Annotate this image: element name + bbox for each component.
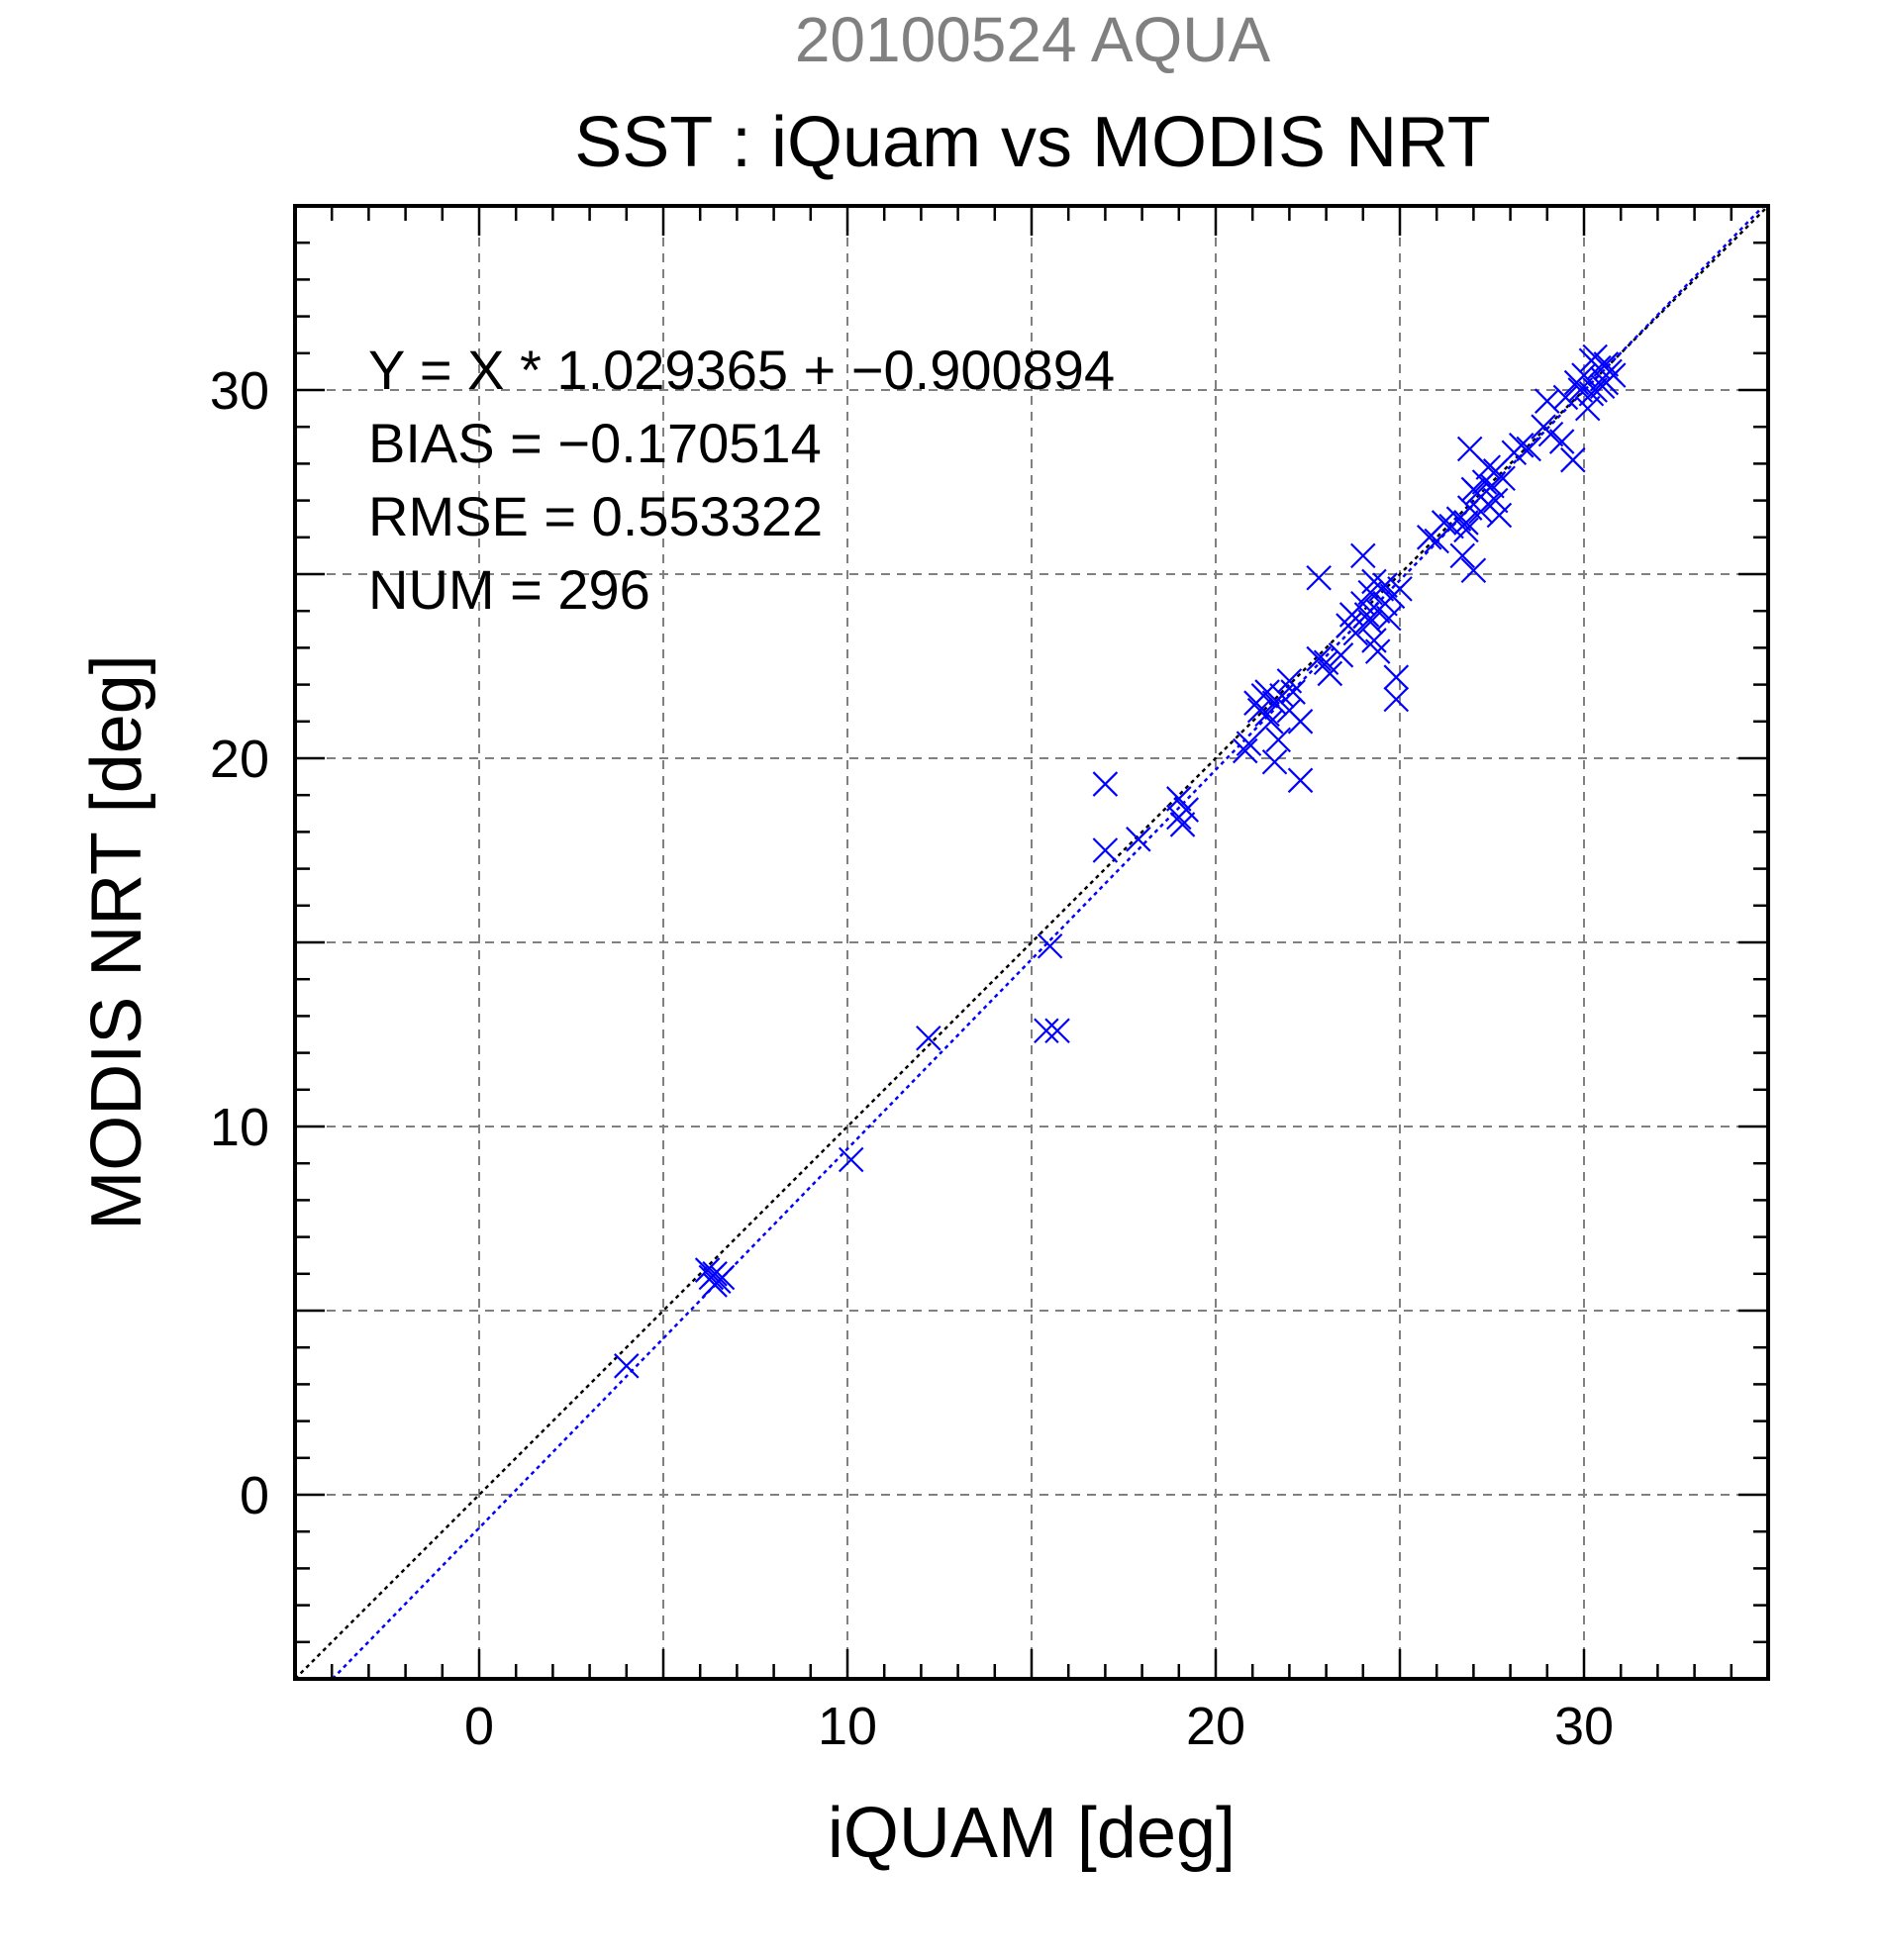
chart-title: SST : iQuam vs MODIS NRT xyxy=(574,103,1491,182)
data-point xyxy=(1582,343,1608,370)
data-point xyxy=(1449,542,1476,569)
data-point xyxy=(1552,384,1579,411)
data-point xyxy=(1261,748,1288,775)
data-point xyxy=(702,1272,728,1298)
data-point xyxy=(1169,812,1196,837)
y-tick-label: 20 xyxy=(210,730,269,789)
data-point xyxy=(916,1025,941,1051)
grid-lines xyxy=(295,206,1768,1679)
data-point xyxy=(1548,429,1575,454)
data-point xyxy=(1254,701,1280,728)
data-point xyxy=(1328,642,1354,668)
data-point xyxy=(838,1146,864,1173)
data-point xyxy=(1475,454,1502,480)
data-point xyxy=(614,1353,640,1379)
data-point xyxy=(1490,465,1516,492)
identity-line xyxy=(294,205,1769,1680)
data-point xyxy=(1567,377,1594,403)
x-tick-label: 0 xyxy=(464,1697,494,1756)
data-point xyxy=(1254,679,1280,705)
num-text: NUM = 296 xyxy=(368,558,650,621)
data-point xyxy=(1537,421,1564,447)
tick-labels: 0 10 20 30 0 10 20 30 xyxy=(210,361,1614,1756)
rmse-text: RMSE = 0.553322 xyxy=(368,485,823,547)
plot-frame xyxy=(293,204,1770,1681)
data-point xyxy=(1482,487,1509,514)
data-point xyxy=(1486,502,1513,529)
data-point xyxy=(1092,771,1119,797)
bias-text: BIAS = −0.170514 xyxy=(368,412,822,474)
data-point xyxy=(702,1261,728,1287)
y-tick-label: 10 xyxy=(210,1098,269,1157)
data-point xyxy=(1037,932,1063,959)
data-point xyxy=(1387,576,1413,602)
data-point xyxy=(1453,510,1479,536)
data-point xyxy=(1166,804,1192,831)
data-point xyxy=(1383,664,1410,690)
data-point xyxy=(1287,709,1314,735)
data-point xyxy=(1431,510,1457,536)
data-point xyxy=(1044,1018,1070,1044)
data-point xyxy=(1516,436,1541,462)
data-points xyxy=(614,343,1627,1379)
data-point xyxy=(694,1257,721,1283)
data-point xyxy=(1574,395,1601,422)
data-point xyxy=(1265,727,1292,753)
data-point xyxy=(1166,786,1192,812)
data-point xyxy=(1383,686,1410,713)
x-tick-label: 30 xyxy=(1554,1697,1614,1756)
data-point xyxy=(1306,564,1332,591)
y-tick-label: 30 xyxy=(210,361,269,421)
y-axis-label: MODIS NRT [deg] xyxy=(77,654,156,1230)
data-point xyxy=(1534,388,1560,414)
x-axis-label: iQUAM [deg] xyxy=(828,1794,1236,1873)
data-point xyxy=(1560,446,1586,473)
data-point xyxy=(1246,697,1273,724)
data-point xyxy=(1460,557,1487,584)
data-point xyxy=(1460,476,1487,503)
data-point xyxy=(1317,660,1343,687)
x-tick-label: 20 xyxy=(1186,1697,1245,1756)
data-point xyxy=(1350,542,1376,569)
data-point xyxy=(1306,645,1332,672)
data-point xyxy=(1357,609,1384,636)
data-point xyxy=(1593,351,1620,377)
data-point xyxy=(1092,837,1119,863)
data-point xyxy=(1508,433,1534,458)
data-point xyxy=(1269,682,1295,709)
data-point xyxy=(1034,1018,1059,1044)
data-point xyxy=(1372,572,1398,598)
fit-equation-text: Y = X * 1.029365 + −0.900894 xyxy=(368,339,1115,401)
data-point xyxy=(1342,620,1369,646)
data-point xyxy=(1376,605,1402,632)
y-tick-label: 0 xyxy=(240,1466,269,1525)
data-point xyxy=(1126,827,1151,852)
chart-supertitle: 20100524 AQUA xyxy=(795,4,1271,75)
x-tick-label: 10 xyxy=(818,1697,877,1756)
data-point xyxy=(1232,737,1258,764)
data-point xyxy=(1593,369,1620,396)
data-point xyxy=(1287,767,1314,794)
stats-annotation: Y = X * 1.029365 + −0.900894 BIAS = −0.1… xyxy=(368,339,1115,621)
data-point xyxy=(1236,731,1262,756)
data-point xyxy=(1364,638,1391,664)
data-point xyxy=(1453,517,1479,543)
